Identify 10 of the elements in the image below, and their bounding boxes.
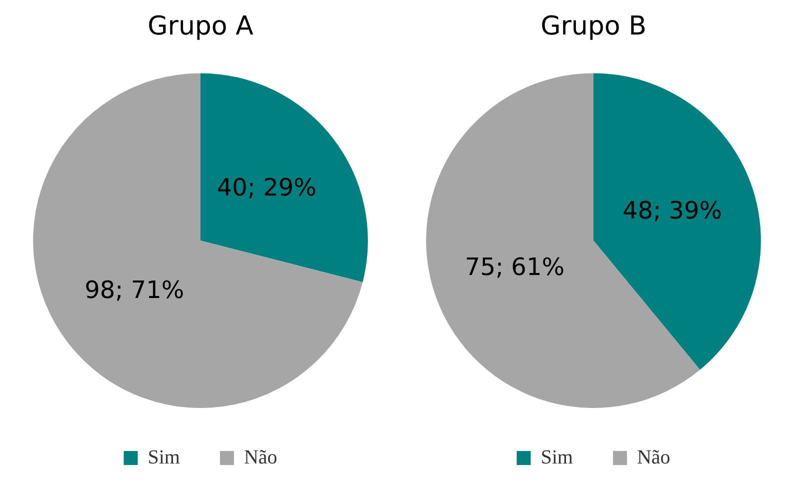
data-label: 75; 61% [464,253,565,282]
chart-title: Grupo B [540,11,646,42]
chart-title: Grupo A [148,11,254,42]
legend-label: Sim [540,446,574,468]
legend-label: Não [244,446,278,468]
data-label: 40; 29% [216,174,316,202]
data-label: 98; 71% [84,276,184,304]
legend-label: Sim [148,446,180,468]
data-label: 48; 39% [622,196,722,225]
legend-label: Não [636,446,670,468]
